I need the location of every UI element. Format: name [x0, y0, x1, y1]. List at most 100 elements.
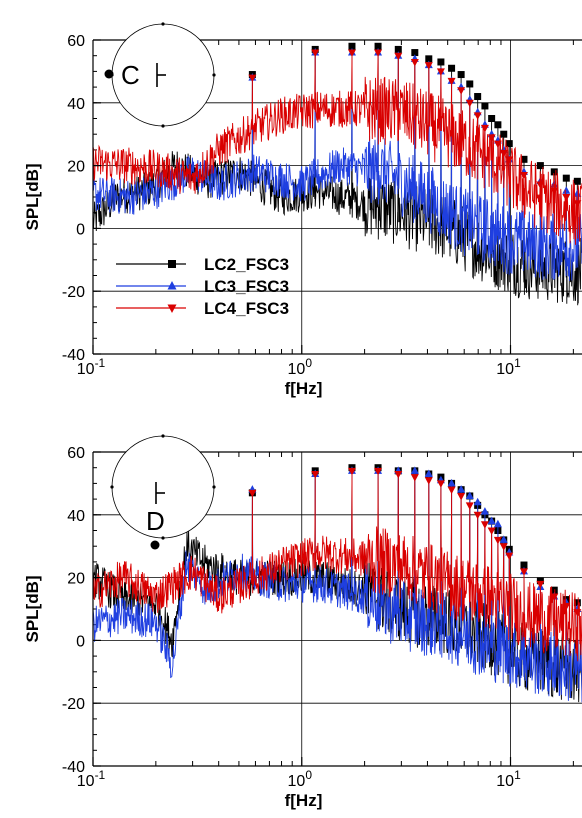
data-point	[248, 489, 257, 498]
data-point	[562, 174, 570, 182]
x-tick-exponent: 1	[514, 356, 521, 370]
legend-label: LC3_FSC3	[204, 277, 289, 296]
x-axis-title: f[Hz]	[285, 379, 323, 398]
x-tick-label: 101	[496, 356, 521, 378]
x-tick-exponent: -1	[95, 356, 106, 370]
data-point	[348, 42, 356, 50]
data-point	[424, 469, 433, 477]
data-point	[473, 511, 482, 520]
probe-marker	[104, 69, 114, 79]
data-point	[457, 492, 466, 501]
data-point	[473, 112, 482, 120]
data-point	[573, 177, 581, 185]
inset-tick-dot	[212, 485, 216, 489]
data-point	[311, 49, 320, 58]
data-point	[374, 42, 382, 50]
y-tick-label: 0	[76, 221, 85, 238]
y-tick-label: 0	[76, 633, 85, 650]
inset-tick-dot	[161, 536, 165, 540]
x-tick-label: 10-1	[77, 768, 106, 790]
x-tick-label: 100	[288, 356, 313, 378]
x-tick-exponent: 1	[514, 768, 521, 782]
x-tick-exponent: 0	[305, 768, 312, 782]
series-line-3	[93, 52, 582, 245]
data-point	[394, 470, 403, 479]
data-point	[480, 521, 489, 529]
x-tick-base: 10	[77, 773, 95, 790]
y-tick-label: 20	[67, 571, 85, 588]
data-point	[562, 186, 571, 194]
data-point	[447, 478, 456, 487]
legend-marker	[167, 304, 177, 313]
series-line-3	[93, 470, 582, 662]
data-point	[499, 543, 508, 551]
y-axis-title: SPL[dB]	[23, 163, 42, 230]
data-point	[519, 172, 528, 180]
y-tick-label: -20	[62, 696, 85, 713]
series-line-2	[93, 52, 582, 282]
inset-diagram: C	[104, 22, 216, 128]
inset-tick-dot	[161, 124, 165, 128]
y-tick-label: -40	[62, 759, 85, 776]
data-point	[562, 194, 571, 202]
data-point	[394, 52, 403, 61]
data-point	[347, 467, 356, 476]
data-point	[536, 181, 545, 189]
data-point	[457, 485, 466, 493]
data-point	[487, 516, 496, 525]
x-tick-label: 10-1	[77, 356, 106, 378]
y-tick-label: 60	[67, 445, 85, 462]
data-point	[411, 49, 419, 57]
data-point	[500, 130, 508, 138]
data-point	[562, 602, 571, 611]
data-point	[505, 552, 514, 561]
x-tick-label: 101	[496, 768, 521, 790]
data-point	[311, 470, 320, 479]
y-tick-label: 20	[67, 159, 85, 176]
data-point	[447, 77, 456, 86]
data-point	[424, 477, 433, 485]
data-point	[347, 49, 356, 58]
legend-label: LC4_FSC3	[204, 299, 289, 318]
data-point	[573, 189, 582, 197]
inset-label: D	[146, 506, 165, 536]
y-axis-title: SPL[dB]	[23, 575, 42, 642]
data-point	[410, 58, 419, 67]
data-point	[493, 519, 502, 528]
inset-tick-dot	[161, 22, 165, 26]
data-point	[536, 580, 545, 589]
inset-tick-dot	[212, 73, 216, 77]
x-tick-base: 10	[496, 361, 514, 378]
data-point	[457, 87, 466, 95]
data-point	[448, 64, 456, 72]
data-point	[473, 497, 482, 506]
data-point	[424, 62, 433, 70]
data-point	[374, 49, 383, 58]
data-point	[410, 466, 419, 474]
data-point	[466, 80, 474, 88]
data-point	[499, 150, 508, 158]
inset-tick-dot	[110, 485, 114, 489]
data-point	[505, 140, 513, 148]
data-point	[465, 502, 474, 510]
data-point	[436, 68, 445, 76]
legend: LC2_FSC3 LC3_FSC3 LC4_FSC3	[116, 255, 289, 318]
data-point	[457, 71, 465, 79]
data-point	[550, 586, 558, 594]
x-tick-label: 100	[288, 768, 313, 790]
data-point	[437, 58, 445, 66]
x-tick-base: 10	[288, 773, 306, 790]
series-group	[93, 42, 582, 306]
data-point	[494, 121, 502, 129]
data-point	[248, 74, 257, 83]
series-group	[93, 464, 582, 703]
data-point	[550, 168, 558, 176]
data-point	[410, 474, 419, 482]
data-point	[425, 55, 433, 63]
x-tick-base: 10	[288, 361, 306, 378]
data-point	[447, 486, 456, 495]
data-point	[499, 535, 508, 543]
data-point	[474, 93, 482, 101]
